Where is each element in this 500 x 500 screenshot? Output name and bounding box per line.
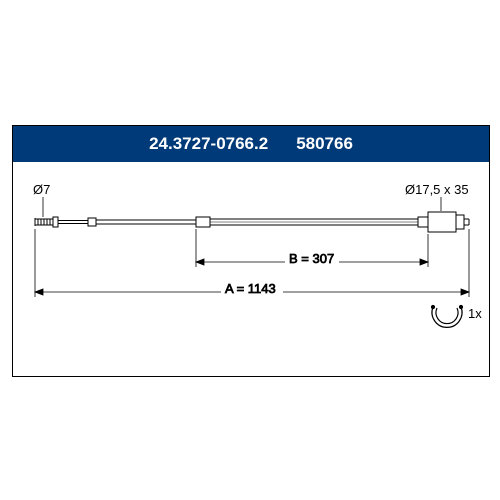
svg-text:A = 1143: A = 1143 xyxy=(225,281,276,296)
part-number: 24.3727-0766.2 xyxy=(149,134,268,154)
right-diameter-label: Ø17,5 x 35 xyxy=(405,182,469,197)
clip-count-label: 1x xyxy=(468,306,482,321)
cable-body xyxy=(96,220,196,224)
dimension-a: A = 1143 xyxy=(35,229,469,297)
mid-ferrule xyxy=(196,217,418,227)
diagram-frame: 24.3727-0766.2 580766 Ø7 Ø17,5 x 35 xyxy=(12,125,490,377)
left-fitting xyxy=(35,217,96,227)
svg-text:B = 307: B = 307 xyxy=(289,251,334,266)
right-fitting xyxy=(418,212,469,232)
technical-drawing: Ø7 Ø17,5 x 35 xyxy=(13,162,489,375)
left-diameter-label: Ø7 xyxy=(33,182,50,197)
ref-number: 580766 xyxy=(296,134,353,154)
dimension-b: B = 307 xyxy=(196,229,428,267)
clip-detail xyxy=(432,306,463,328)
header-bar: 24.3727-0766.2 580766 xyxy=(13,126,489,162)
